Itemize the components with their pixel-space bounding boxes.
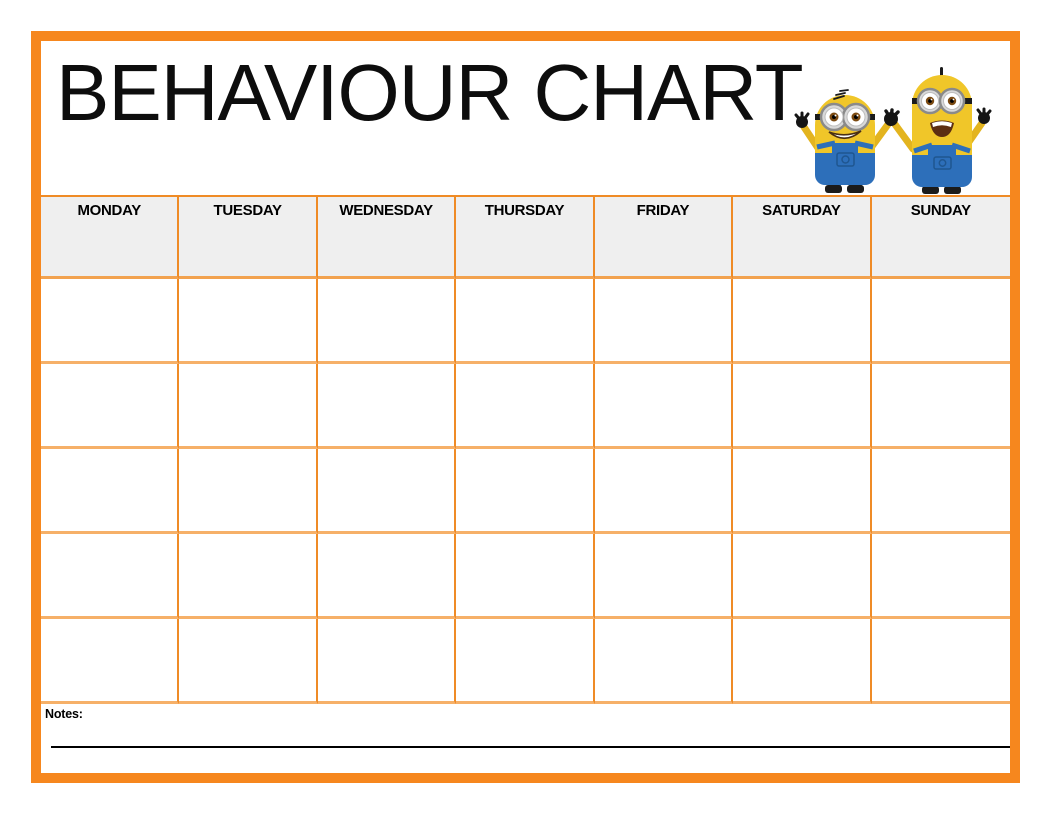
- minion-short: [794, 89, 875, 193]
- table-cell: [733, 279, 872, 364]
- table-cell: [317, 619, 457, 704]
- table-cell: [871, 619, 1010, 704]
- behaviour-table: MONDAY TUESDAY WEDNESDAY THURSDAY FRIDAY…: [41, 195, 1010, 704]
- table-cell: [871, 534, 1010, 619]
- chart-frame: BEHAVIOUR CHART: [31, 31, 1020, 783]
- minions-illustration: [794, 67, 992, 194]
- table-cell: [317, 534, 457, 619]
- table-cell: [456, 619, 595, 704]
- table-cell: [456, 449, 595, 534]
- table-cell: [456, 279, 595, 364]
- table-cell: [317, 364, 457, 449]
- table-body: [41, 279, 1010, 704]
- minion-tall: [912, 67, 992, 194]
- day-header-tuesday: TUESDAY: [179, 195, 318, 279]
- table-cell: [41, 449, 180, 534]
- table-cell: [594, 449, 734, 534]
- notes-label: Notes:: [45, 707, 83, 721]
- day-header-thursday: THURSDAY: [456, 195, 595, 279]
- table-cell: [733, 449, 872, 534]
- table-cell: [456, 534, 595, 619]
- table-cell: [179, 364, 318, 449]
- table-cell: [317, 279, 457, 364]
- table-cell: [733, 619, 872, 704]
- table-header-row: MONDAY TUESDAY WEDNESDAY THURSDAY FRIDAY…: [41, 195, 1010, 279]
- table-cell: [871, 449, 1010, 534]
- table-cell: [733, 534, 872, 619]
- table-cell: [41, 364, 180, 449]
- table-cell: [41, 534, 180, 619]
- day-header-friday: FRIDAY: [594, 195, 734, 279]
- table-cell: [871, 279, 1010, 364]
- page-title: BEHAVIOUR CHART: [56, 48, 804, 137]
- table-cell: [733, 364, 872, 449]
- table-cell: [594, 534, 734, 619]
- table-cell: [179, 449, 318, 534]
- table-cell: [594, 619, 734, 704]
- notes-section: Notes:: [41, 704, 1010, 773]
- table-cell: [179, 619, 318, 704]
- day-header-sunday: SUNDAY: [871, 195, 1010, 279]
- table-cell: [594, 364, 734, 449]
- table-cell: [317, 449, 457, 534]
- table-cell: [456, 364, 595, 449]
- joined-hands-icon: [866, 108, 917, 153]
- table-cell: [179, 534, 318, 619]
- notes-writing-line: [51, 746, 1010, 748]
- table-cell: [41, 279, 180, 364]
- day-header-monday: MONDAY: [41, 195, 180, 279]
- table-cell: [179, 279, 318, 364]
- table-cell: [41, 619, 180, 704]
- table-cell: [871, 364, 1010, 449]
- day-header-saturday: SATURDAY: [733, 195, 872, 279]
- day-header-wednesday: WEDNESDAY: [317, 195, 457, 279]
- table-cell: [594, 279, 734, 364]
